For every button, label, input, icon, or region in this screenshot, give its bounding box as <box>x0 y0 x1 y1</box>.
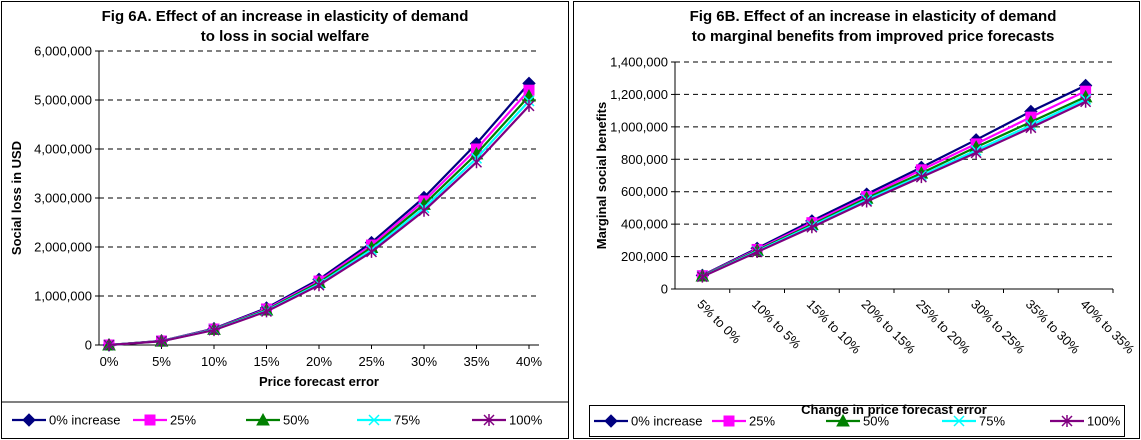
data-point <box>1025 121 1037 134</box>
legend-label: 100% <box>1087 414 1121 429</box>
legend-label: 50% <box>283 413 309 428</box>
data-point <box>365 245 378 258</box>
legend-item: 75% <box>357 413 420 428</box>
chart-title: Fig 6A. Effect of an increase in elastic… <box>102 8 469 25</box>
chart-frame <box>573 1 1140 439</box>
legend-item: 50% <box>826 414 889 429</box>
y-tick-label: 0 <box>85 338 92 353</box>
legend-item: 100% <box>472 413 543 428</box>
chart-subtitle: to marginal benefits from improved price… <box>692 28 1055 45</box>
legend-marker <box>836 413 850 427</box>
y-tick-label: 1,000,000 <box>610 119 668 134</box>
data-point <box>1080 95 1092 108</box>
data-point <box>861 195 873 208</box>
legend-label: 25% <box>170 413 196 428</box>
legend-marker <box>723 415 735 427</box>
chart-subtitle: to loss in social welfare <box>201 28 369 45</box>
data-point <box>915 171 927 184</box>
legend-item: 100% <box>1050 414 1121 429</box>
legend-marker <box>483 414 495 426</box>
x-tick-label: 10% <box>201 354 227 369</box>
legend-item: 0% increase <box>594 414 703 429</box>
data-point <box>696 270 708 283</box>
data-point <box>751 246 763 259</box>
y-axis-title: Social loss in USD <box>9 141 24 255</box>
x-axis-title: Price forecast error <box>259 374 379 389</box>
y-tick-label: 6,000,000 <box>34 44 92 59</box>
y-tick-label: 800,000 <box>621 152 668 167</box>
legend-marker <box>953 415 965 427</box>
x-tick-label: 15% <box>253 354 279 369</box>
legend-label: 50% <box>863 414 889 429</box>
x-tick-label: 40% <box>516 354 542 369</box>
chart-title: Fig 6B. Effect of an increase in elastic… <box>690 8 1057 25</box>
series-line <box>701 100 1087 278</box>
legend-marker <box>144 414 156 426</box>
x-tick-label: 30% <box>411 354 437 369</box>
legend-item: 25% <box>712 414 775 429</box>
x-tick-label: 20% <box>306 354 332 369</box>
data-point <box>806 221 818 234</box>
y-tick-label: 400,000 <box>621 217 668 232</box>
legend-label: 75% <box>979 414 1005 429</box>
legend-marker <box>368 414 380 426</box>
chart-frame <box>1 1 569 439</box>
y-tick-label: 1,400,000 <box>610 55 668 70</box>
y-tick-label: 3,000,000 <box>34 191 92 206</box>
legend-marker <box>256 412 270 426</box>
legend-label: 25% <box>749 414 775 429</box>
chart-6a: Fig 6A. Effect of an increase in elastic… <box>1 1 569 439</box>
x-tick-label: 35% <box>463 354 489 369</box>
legend-item: 25% <box>133 413 196 428</box>
x-tick-label: 0% <box>100 354 119 369</box>
series-line <box>701 84 1087 277</box>
legend-item: 0% increase <box>12 413 121 428</box>
legend-label: 0% increase <box>631 414 703 429</box>
data-point <box>313 279 325 292</box>
x-tick-label: 25% <box>358 354 384 369</box>
legend-item: 50% <box>246 413 309 428</box>
y-axis-title: Marginal social benefits <box>594 102 609 249</box>
data-point <box>208 324 220 337</box>
data-point <box>260 305 273 318</box>
x-tick-label: 5% <box>152 354 171 369</box>
legend-marker <box>604 414 618 428</box>
data-point <box>418 204 430 217</box>
data-point <box>155 335 168 348</box>
data-point <box>470 156 483 169</box>
legend-marker <box>1061 415 1073 427</box>
legend-label: 75% <box>394 413 420 428</box>
y-tick-label: 200,000 <box>621 249 668 264</box>
y-tick-label: 4,000,000 <box>34 142 92 157</box>
y-tick-label: 1,200,000 <box>610 87 668 102</box>
y-tick-label: 2,000,000 <box>34 240 92 255</box>
data-point <box>103 339 115 351</box>
legend-box <box>589 405 1125 437</box>
legend-item: 75% <box>942 414 1005 429</box>
y-tick-label: 5,000,000 <box>34 93 92 108</box>
y-tick-label: 0 <box>661 282 668 297</box>
legend-marker <box>22 413 36 427</box>
data-point <box>523 99 535 112</box>
legend-label: 100% <box>509 413 543 428</box>
legend-label: 0% increase <box>49 413 121 428</box>
x-axis-title: Change in price forecast error <box>801 402 987 417</box>
y-tick-label: 600,000 <box>621 184 668 199</box>
y-tick-label: 1,000,000 <box>34 289 92 304</box>
chart-6b: Fig 6B. Effect of an increase in elastic… <box>573 1 1140 439</box>
data-point <box>970 146 982 159</box>
